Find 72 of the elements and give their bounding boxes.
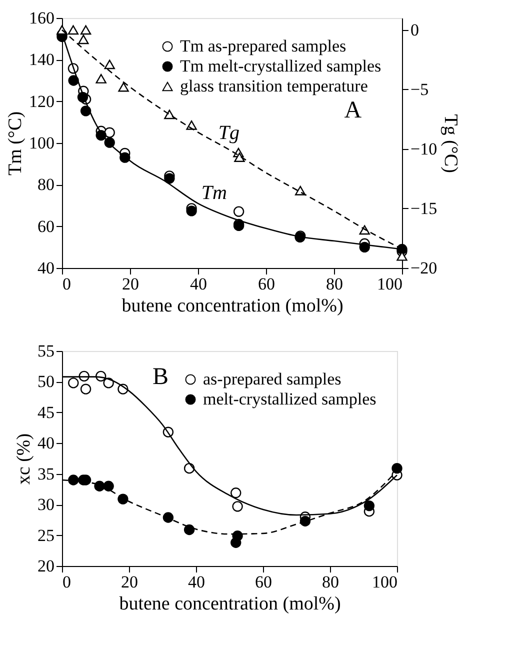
y-tick-label: 40 xyxy=(38,434,54,453)
x-tick-label: 40 xyxy=(188,572,205,592)
y2-axis-title: Tg (°C) xyxy=(440,114,462,173)
point xyxy=(68,474,79,486)
point xyxy=(184,524,195,536)
y-tick-label: 40 xyxy=(38,258,54,278)
point xyxy=(68,378,79,388)
point xyxy=(300,516,311,526)
y2-tick-label: −10 xyxy=(410,139,438,158)
y-tick-label: 120 xyxy=(29,92,54,111)
point xyxy=(104,127,115,138)
point xyxy=(96,74,106,84)
x-tick-label: 40 xyxy=(190,274,207,294)
y2-tick-label: −20 xyxy=(410,258,438,278)
y-tick-label: 20 xyxy=(38,556,54,576)
point xyxy=(164,110,175,120)
y2-tick-label: −5 xyxy=(410,80,429,99)
y-tick-label: 30 xyxy=(38,495,54,514)
x-tick-label: 20 xyxy=(121,572,138,592)
y-tick-label: 100 xyxy=(29,134,54,152)
annotation: Tm xyxy=(201,182,227,204)
legend-label: as-prepared samples xyxy=(203,370,342,388)
y-axis-title: Tm (°C) xyxy=(5,111,26,176)
point xyxy=(232,501,243,512)
point xyxy=(118,494,128,504)
point xyxy=(164,173,175,184)
annotation: Tg xyxy=(218,122,240,144)
point xyxy=(392,462,402,474)
y-tick-label: 25 xyxy=(38,526,54,545)
y-tick-label: 55 xyxy=(38,342,54,360)
y2-tick-label: 0 xyxy=(410,20,419,40)
x-tick-label: 80 xyxy=(326,274,343,294)
annotation: B xyxy=(152,364,168,390)
x-tick-label: 100 xyxy=(372,572,398,592)
legend-label: Tm melt-crystallized samples xyxy=(180,56,382,76)
x-tick-label: 80 xyxy=(322,572,339,592)
y-tick-label: 160 xyxy=(29,8,54,28)
y-tick-label: 60 xyxy=(38,216,54,236)
y-tick-label: 50 xyxy=(38,372,54,392)
point xyxy=(364,500,375,512)
point xyxy=(80,384,92,394)
annotation: A xyxy=(344,98,362,124)
point xyxy=(162,512,174,523)
point xyxy=(80,25,92,35)
x-tick-label: 0 xyxy=(62,274,71,294)
legend-label: Tm as-prepared samples xyxy=(180,36,346,56)
y-tick-label: 140 xyxy=(29,50,54,70)
x-tick-label: 0 xyxy=(62,572,71,592)
x-axis-title: butene concentration (mol%) xyxy=(122,296,344,316)
legend-label: glass transition temperature xyxy=(180,76,368,96)
x-tick-label: 100 xyxy=(377,274,402,294)
y-tick-label: 45 xyxy=(38,402,54,422)
y-axis-title: xc (%) xyxy=(14,433,34,485)
point xyxy=(232,530,243,542)
y2-tick-label: −15 xyxy=(410,198,438,218)
x-tick-label: 20 xyxy=(122,274,139,294)
point xyxy=(186,206,197,216)
y-tick-label: 80 xyxy=(38,175,54,194)
x-tick-label: 60 xyxy=(258,274,275,294)
point xyxy=(230,488,242,498)
legend-label: melt-crystallized samples xyxy=(203,390,376,408)
point xyxy=(233,206,244,217)
x-axis-title: butene concentration (mol%) xyxy=(119,594,341,614)
point xyxy=(234,152,245,162)
point xyxy=(103,480,114,492)
point xyxy=(78,34,89,44)
point xyxy=(104,60,115,70)
point xyxy=(118,82,129,92)
y-tick-label: 35 xyxy=(38,464,54,484)
point xyxy=(68,25,79,35)
point xyxy=(68,75,79,86)
x-tick-label: 60 xyxy=(255,572,272,592)
